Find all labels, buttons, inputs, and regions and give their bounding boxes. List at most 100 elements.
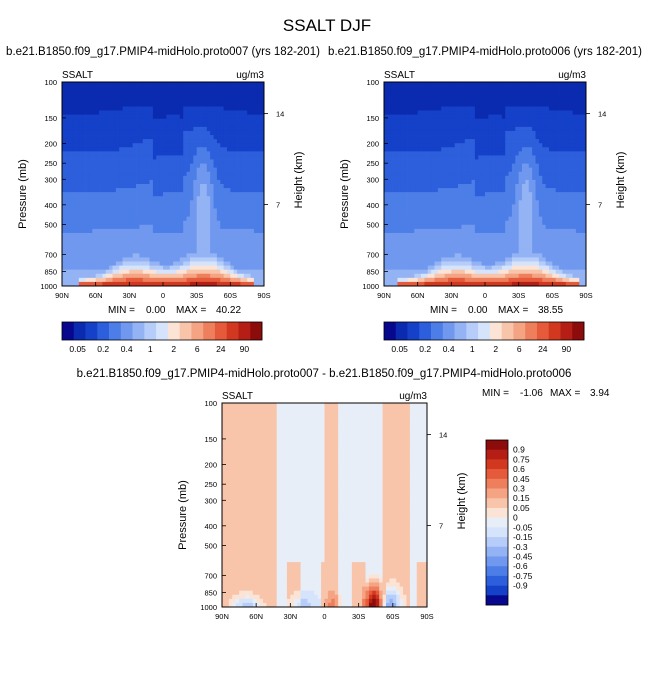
contour-cell: [582, 163, 587, 169]
contour-cell: [424, 126, 429, 132]
contour-cell: [210, 281, 214, 287]
contour-cell: [468, 192, 472, 197]
contour-cell: [505, 86, 509, 91]
contour-cell: [384, 110, 388, 116]
contour-cell: [387, 135, 392, 140]
contour-cell: [545, 94, 550, 99]
contour-cell: [518, 110, 523, 116]
contour-cell: [253, 86, 258, 91]
contour-cell: [85, 196, 90, 201]
contour-cell: [474, 196, 479, 201]
contour-cell: [394, 179, 398, 185]
contour-cell: [112, 163, 117, 169]
contour-cell: [471, 200, 476, 205]
contour-cell: [85, 192, 90, 197]
contour-cell: [146, 86, 150, 91]
contour-cell: [220, 179, 224, 185]
contour-cell: [78, 135, 83, 140]
contour-cell: [176, 249, 181, 254]
contour-cell: [572, 159, 577, 164]
contour-cell: [200, 188, 204, 193]
contour-cell: [451, 118, 456, 124]
contour-cell: [68, 163, 73, 169]
contour-cell: [250, 179, 255, 185]
contour-cell: [206, 212, 211, 218]
contour-cell: [410, 130, 415, 136]
contour-cell: [481, 110, 486, 116]
contour-cell: [542, 204, 546, 209]
contour-cell: [257, 171, 262, 177]
contour-cell: [431, 82, 435, 87]
contour-cell: [196, 130, 201, 136]
contour-cell: [216, 82, 221, 87]
contour-cell: [545, 139, 550, 144]
contour-cell: [488, 130, 493, 136]
contour-cell: [447, 192, 452, 197]
contour-cell: [572, 98, 577, 103]
contour-cell: [220, 200, 224, 205]
contour-cell: [65, 269, 70, 275]
contour-cell: [421, 90, 425, 95]
contour-cell: [196, 98, 201, 103]
contour-cell: [230, 151, 235, 156]
contour-cell: [200, 200, 204, 205]
contour-cell: [85, 135, 90, 140]
contour-cell: [417, 139, 422, 144]
contour-cell: [458, 159, 462, 164]
contour-cell: [72, 257, 76, 262]
contour-cell: [92, 139, 97, 144]
contour-cell: [173, 184, 177, 189]
contour-cell: [427, 130, 432, 136]
contour-cell: [404, 175, 408, 181]
contour-cell: [427, 151, 432, 156]
contour-cell: [468, 126, 472, 132]
contour-cell: [488, 147, 493, 152]
contour-cell: [68, 245, 73, 250]
contour-cell: [189, 277, 194, 283]
contour-cell: [444, 82, 449, 87]
contour-cell: [169, 281, 174, 287]
contour-cell: [152, 241, 157, 246]
contour-cell: [72, 98, 76, 103]
contour-cell: [68, 118, 73, 124]
contour-cell: [260, 192, 265, 197]
contour-cell: [159, 94, 164, 99]
contour-cell: [485, 171, 489, 177]
contour-cell: [572, 106, 577, 111]
contour-cell: [572, 135, 577, 140]
contour-cell: [525, 82, 530, 87]
contour-cell: [226, 151, 231, 156]
contour-cell: [65, 110, 70, 116]
contour-cell: [569, 130, 573, 136]
contour-cell: [575, 159, 580, 164]
contour-cell: [575, 94, 580, 99]
contour-cell: [119, 196, 123, 201]
contour-cell: [152, 281, 157, 287]
contour-cell: [85, 175, 90, 181]
contour-cell: [575, 135, 580, 140]
contour-cell: [498, 204, 503, 209]
contour-cell: [169, 220, 174, 226]
contour-cell: [400, 151, 405, 156]
contour-cell: [226, 130, 231, 136]
contour-cell: [437, 139, 442, 144]
contour-cell: [88, 196, 93, 201]
contour-cell: [152, 220, 157, 226]
contour-cell: [206, 139, 211, 144]
contour-cell: [582, 139, 587, 144]
contour-cell: [240, 196, 245, 201]
contour-cell: [129, 171, 134, 177]
contour-cell: [166, 204, 171, 209]
contour-cell: [525, 208, 530, 213]
contour-cell: [488, 167, 493, 173]
contour-cell: [129, 114, 134, 120]
contour-cell: [105, 163, 110, 169]
contour-cell: [384, 106, 388, 111]
contour-cell: [183, 184, 187, 189]
contour-cell: [474, 102, 479, 107]
contour-cell: [173, 122, 177, 128]
contour-cell: [253, 110, 258, 116]
contour-cell: [115, 241, 120, 246]
contour-cell: [203, 212, 208, 218]
contour-cell: [132, 175, 137, 181]
